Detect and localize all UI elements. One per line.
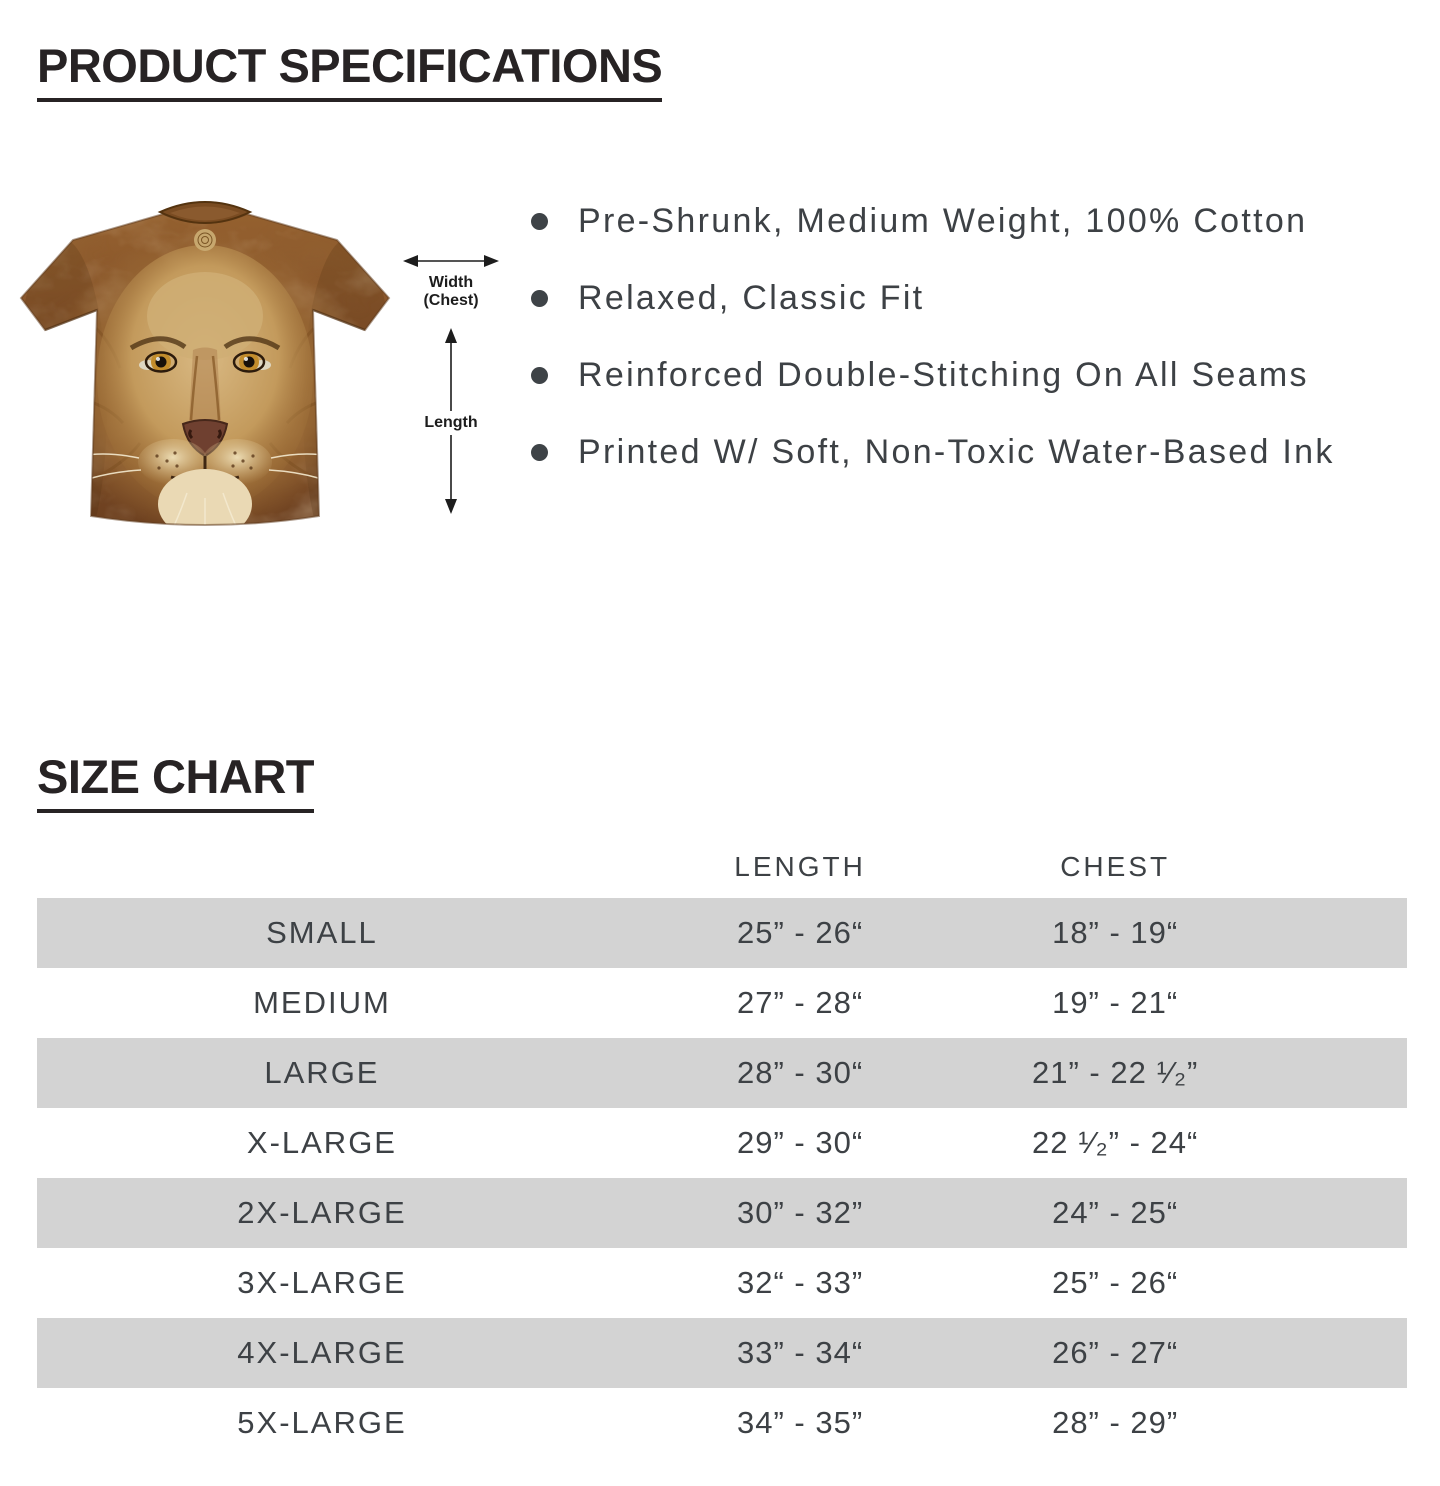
table-row: LARGE 28” - 30“ 21” - 22 ¹⁄₂” bbox=[37, 1038, 1407, 1108]
spec-bullet-text: Printed W/ Soft, Non-Toxic Water-Based I… bbox=[578, 433, 1335, 471]
size-cell: MEDIUM bbox=[253, 985, 391, 1020]
chest-cell: 28” - 29” bbox=[1052, 1405, 1179, 1440]
bullet-dot-icon bbox=[531, 444, 548, 461]
length-cell: 29” - 30“ bbox=[736, 1125, 864, 1160]
tshirt-product-image bbox=[19, 201, 391, 526]
length-label: Length bbox=[399, 411, 503, 435]
chest-cell: 26” - 27“ bbox=[1052, 1335, 1179, 1370]
chest-cell: 18” - 19“ bbox=[1052, 915, 1179, 950]
spec-bullet-text: Reinforced Double-Stitching On All Seams bbox=[578, 356, 1309, 394]
length-cell: 34” - 35” bbox=[736, 1405, 864, 1440]
spec-bullet-text: Pre-Shrunk, Medium Weight, 100% Cotton bbox=[578, 202, 1308, 240]
length-cell: 30” - 32” bbox=[736, 1195, 864, 1230]
spec-bullet-list: Pre-Shrunk, Medium Weight, 100% Cotton R… bbox=[531, 183, 1431, 491]
spec-bullet-item: Relaxed, Classic Fit bbox=[531, 260, 1431, 337]
table-body: SMALL 25” - 26“ 18” - 19“ MEDIUM 27” - 2… bbox=[37, 898, 1407, 1458]
spec-bullet-text: Relaxed, Classic Fit bbox=[578, 279, 925, 317]
collar-logo-icon bbox=[194, 229, 216, 251]
length-cell: 25” - 26“ bbox=[736, 915, 864, 950]
size-cell: LARGE bbox=[264, 1055, 380, 1090]
size-chart-title: SIZE CHART bbox=[37, 753, 315, 813]
table-row: X-LARGE 29” - 30“ 22 ¹⁄₂” - 24“ bbox=[37, 1108, 1407, 1178]
chest-cell: 25” - 26“ bbox=[1052, 1265, 1179, 1300]
length-cell: 32“ - 33” bbox=[736, 1265, 864, 1300]
width-arrow-icon bbox=[403, 255, 499, 267]
size-cell: SMALL bbox=[266, 915, 378, 950]
bullet-dot-icon bbox=[531, 290, 548, 307]
column-header-chest: CHEST bbox=[1060, 851, 1171, 882]
table-row: 4X-LARGE 33” - 34“ 26” - 27“ bbox=[37, 1318, 1407, 1388]
table-row: MEDIUM 27” - 28“ 19” - 21“ bbox=[37, 968, 1407, 1038]
table-header-row: LENGTH CHEST bbox=[37, 836, 1407, 898]
length-cell: 33” - 34“ bbox=[736, 1335, 864, 1370]
chest-sublabel-line: (Chest) bbox=[423, 292, 479, 309]
size-cell: 4X-LARGE bbox=[237, 1335, 407, 1370]
length-cell: 27” - 28“ bbox=[736, 985, 864, 1020]
bullet-dot-icon bbox=[531, 213, 548, 230]
table-row: 3X-LARGE 32“ - 33” 25” - 26“ bbox=[37, 1248, 1407, 1318]
size-cell: 3X-LARGE bbox=[237, 1265, 407, 1300]
width-chest-label: Width (Chest) bbox=[391, 274, 511, 310]
page-title: PRODUCT SPECIFICATIONS bbox=[37, 42, 663, 102]
column-header-length: LENGTH bbox=[734, 851, 866, 882]
chest-cell: 24” - 25“ bbox=[1052, 1195, 1179, 1230]
size-cell: 2X-LARGE bbox=[237, 1195, 407, 1230]
chest-cell: 21” - 22 ¹⁄₂” bbox=[1032, 1055, 1199, 1090]
bullet-dot-icon bbox=[531, 367, 548, 384]
table-row: 5X-LARGE 34” - 35” 28” - 29” bbox=[37, 1388, 1407, 1458]
size-cell: 5X-LARGE bbox=[237, 1405, 407, 1440]
table-row: SMALL 25” - 26“ 18” - 19“ bbox=[37, 898, 1407, 968]
spec-bullet-item: Pre-Shrunk, Medium Weight, 100% Cotton bbox=[531, 183, 1431, 260]
length-cell: 28” - 30“ bbox=[736, 1055, 864, 1090]
size-chart-table: LENGTH CHEST SMALL 25” - 26“ 18” - 19“ M… bbox=[37, 836, 1407, 1458]
width-label-line: Width bbox=[428, 274, 474, 291]
chest-cell: 19” - 21“ bbox=[1052, 985, 1179, 1020]
size-cell: X-LARGE bbox=[246, 1125, 397, 1160]
chest-cell: 22 ¹⁄₂” - 24“ bbox=[1032, 1125, 1199, 1160]
table-row: 2X-LARGE 30” - 32” 24” - 25“ bbox=[37, 1178, 1407, 1248]
spec-bullet-item: Reinforced Double-Stitching On All Seams bbox=[531, 337, 1431, 414]
spec-bullet-item: Printed W/ Soft, Non-Toxic Water-Based I… bbox=[531, 414, 1431, 491]
